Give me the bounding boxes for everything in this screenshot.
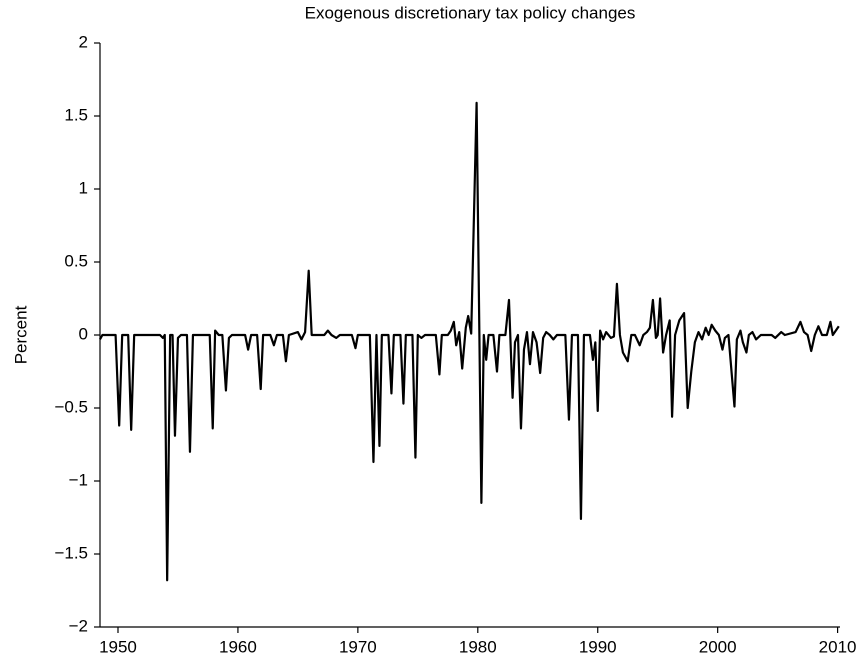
x-tick-label: 2000 [699,637,737,656]
chart-title: Exogenous discretionary tax policy chang… [305,3,636,22]
x-tick-label: 1970 [339,637,377,656]
y-tick-label: −2 [69,616,88,635]
y-tick-label: 0 [79,324,88,343]
y-tick-label: −0.5 [54,397,88,416]
y-axis-label: Percent [11,305,30,364]
x-tick-label: 2010 [819,637,857,656]
x-tick-label: 1950 [99,637,137,656]
y-tick-label: −1 [69,470,88,489]
y-tick-label: 1 [79,178,88,197]
y-tick-label: 2 [79,32,88,51]
y-tick-label: 1.5 [64,105,88,124]
y-tick-label: −1.5 [54,543,88,562]
x-tick-label: 1990 [579,637,617,656]
x-tick-label: 1980 [459,637,497,656]
y-tick-label: 0.5 [64,251,88,270]
x-tick-label: 1960 [219,637,257,656]
line-series [99,101,840,582]
